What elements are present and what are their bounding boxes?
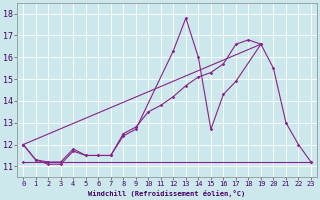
- X-axis label: Windchill (Refroidissement éolien,°C): Windchill (Refroidissement éolien,°C): [88, 190, 246, 197]
